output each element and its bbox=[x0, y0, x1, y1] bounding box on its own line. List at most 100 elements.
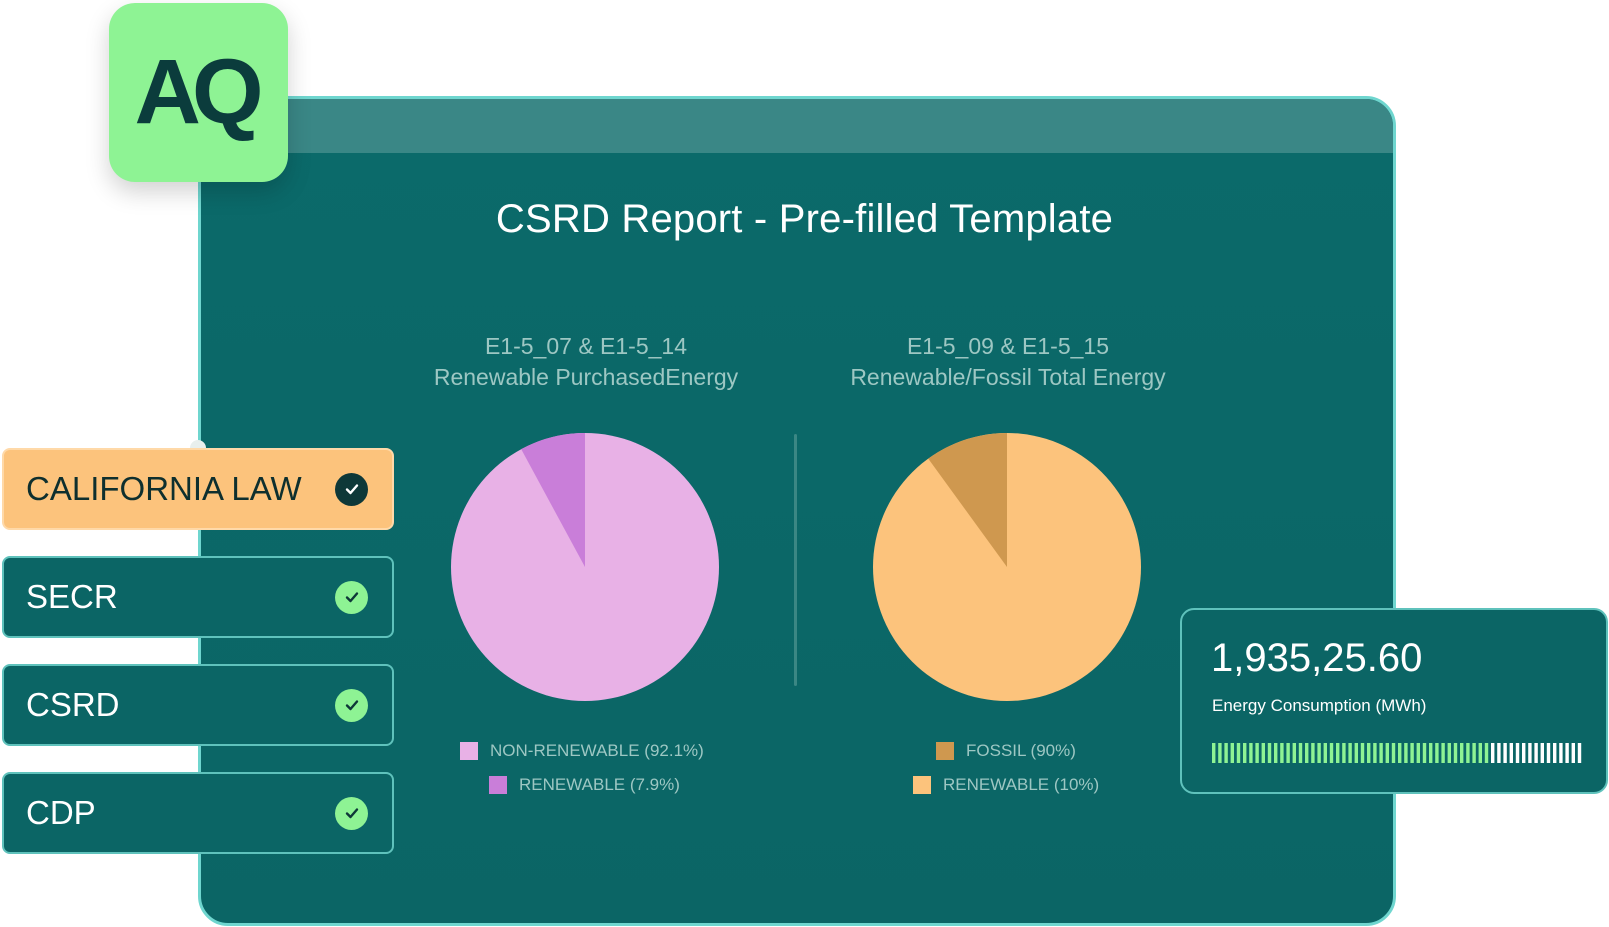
progress-tick-filled bbox=[1218, 743, 1222, 763]
pie-slice-renewable bbox=[521, 433, 585, 567]
window-title-bar bbox=[201, 99, 1393, 153]
progress-tick-filled bbox=[1354, 743, 1359, 763]
progress-tick-filled bbox=[1391, 743, 1396, 763]
progress-tick-filled bbox=[1305, 743, 1309, 763]
progress-tick-empty bbox=[1534, 743, 1538, 763]
report-window bbox=[198, 96, 1396, 926]
progress-tick-filled bbox=[1267, 743, 1272, 763]
progress-tick-filled bbox=[1379, 743, 1383, 763]
progress-tick-empty bbox=[1559, 743, 1563, 763]
progress-tick-filled bbox=[1249, 743, 1253, 763]
legend-swatch-fossil bbox=[936, 742, 954, 760]
progress-tick-filled bbox=[1348, 743, 1352, 763]
energy-consumption-card: 1,935,25.60 Energy Consumption (MWh) bbox=[1180, 608, 1608, 794]
logo-text: AQ bbox=[134, 41, 264, 143]
chart-1-title-line1: E1-5_07 & E1-5_14 bbox=[484, 333, 688, 359]
progress-tick-empty bbox=[1571, 743, 1576, 763]
legend-swatch-renewable-total bbox=[913, 776, 931, 794]
pie-chart-renewable-purchased-energy bbox=[451, 433, 719, 701]
progress-tick-filled bbox=[1404, 743, 1408, 763]
progress-tick-filled bbox=[1360, 743, 1365, 763]
legend-label-non-renewable: NON-RENEWABLE (92.1%) bbox=[490, 741, 704, 760]
tag-label-csrd: CSRD bbox=[26, 686, 120, 723]
tag-label-california-law: CALIFORNIA LAW bbox=[26, 470, 302, 507]
page-title: CSRD Report - Pre-filled Template bbox=[495, 197, 1114, 241]
progress-tick-filled bbox=[1298, 743, 1303, 763]
progress-tick-empty bbox=[1577, 743, 1582, 763]
progress-tick-empty bbox=[1503, 743, 1507, 763]
chart-divider bbox=[794, 434, 797, 686]
progress-tick-empty bbox=[1522, 743, 1526, 763]
pie-slice-fossil bbox=[928, 433, 1007, 567]
progress-tick-empty bbox=[1553, 743, 1557, 763]
check-circle-icon bbox=[335, 472, 368, 506]
tag-label-secr: SECR bbox=[26, 578, 118, 615]
check-circle-icon bbox=[335, 688, 368, 722]
progress-tick-filled bbox=[1292, 743, 1297, 763]
energy-value: 1,935,25.60 bbox=[1211, 636, 1423, 680]
progress-tick-filled bbox=[1286, 743, 1290, 763]
chart-2-heading: E1-5_09 & E1-5_15 Renewable/Fossil Total… bbox=[788, 331, 1228, 393]
legend-swatch-renewable bbox=[489, 776, 507, 794]
progress-tick-filled bbox=[1466, 743, 1470, 763]
progress-tick-filled bbox=[1447, 743, 1452, 763]
progress-tick-filled bbox=[1243, 743, 1247, 763]
progress-tick-filled bbox=[1329, 743, 1334, 763]
aq-logo: AQ bbox=[109, 3, 288, 182]
progress-tick-filled bbox=[1255, 743, 1259, 763]
progress-tick-filled bbox=[1317, 743, 1321, 763]
progress-tick-filled bbox=[1478, 743, 1483, 763]
progress-tick-filled bbox=[1230, 743, 1235, 763]
progress-tick-filled bbox=[1212, 743, 1216, 763]
progress-tick-filled bbox=[1311, 743, 1315, 763]
legend-item-renewable-total: RENEWABLE (10%) bbox=[913, 775, 1099, 795]
progress-tick-filled bbox=[1236, 743, 1241, 763]
progress-tick-filled bbox=[1484, 743, 1489, 763]
progress-tick-empty bbox=[1509, 743, 1514, 763]
progress-tick-filled bbox=[1261, 743, 1266, 763]
progress-tick-filled bbox=[1280, 743, 1284, 763]
progress-tick-filled bbox=[1385, 743, 1390, 763]
progress-tick-filled bbox=[1422, 743, 1427, 763]
chart-2-title-line2: Renewable/Fossil Total Energy bbox=[850, 364, 1166, 390]
tag-label-cdp: CDP bbox=[26, 794, 96, 831]
tag-cdp[interactable]: CDP bbox=[2, 772, 394, 854]
legend-item-non-renewable: NON-RENEWABLE (92.1%) bbox=[460, 741, 704, 761]
progress-tick-filled bbox=[1435, 743, 1439, 763]
progress-tick-empty bbox=[1497, 743, 1501, 763]
tag-secr[interactable]: SECR bbox=[2, 556, 394, 638]
chart-2-title-line1: E1-5_09 & E1-5_15 bbox=[906, 333, 1110, 359]
progress-tick-filled bbox=[1453, 743, 1458, 763]
progress-tick-empty bbox=[1515, 743, 1520, 763]
pie-chart-renewable-fossil-total-energy bbox=[873, 433, 1141, 701]
tag-california-law[interactable]: CALIFORNIA LAW bbox=[2, 448, 394, 530]
progress-tick-filled bbox=[1416, 743, 1421, 763]
progress-tick-filled bbox=[1410, 743, 1414, 763]
progress-tick-filled bbox=[1373, 743, 1377, 763]
legend-item-renewable: RENEWABLE (7.9%) bbox=[489, 775, 680, 795]
chart-1-title-line2: Renewable PurchasedEnergy bbox=[433, 364, 739, 390]
progress-tick-empty bbox=[1540, 743, 1545, 763]
progress-tick-filled bbox=[1367, 743, 1371, 763]
progress-tick-filled bbox=[1429, 743, 1433, 763]
legend-swatch-non-renewable bbox=[460, 742, 478, 760]
check-circle-icon bbox=[335, 796, 368, 830]
progress-tick-empty bbox=[1565, 743, 1569, 763]
legend-label-renewable: RENEWABLE (7.9%) bbox=[519, 775, 680, 794]
check-circle-icon bbox=[335, 580, 368, 614]
progress-tick-empty bbox=[1546, 743, 1551, 763]
progress-tick-filled bbox=[1274, 743, 1278, 763]
legend-label-fossil: FOSSIL (90%) bbox=[966, 741, 1076, 760]
legend-label-renewable-total: RENEWABLE (10%) bbox=[943, 775, 1100, 794]
energy-label: Energy Consumption (MWh) bbox=[1212, 696, 1427, 715]
progress-tick-filled bbox=[1460, 743, 1464, 763]
progress-tick-filled bbox=[1472, 743, 1476, 763]
progress-tick-filled bbox=[1224, 743, 1228, 763]
progress-tick-empty bbox=[1528, 743, 1532, 763]
progress-tick-filled bbox=[1441, 743, 1445, 763]
tag-csrd[interactable]: CSRD bbox=[2, 664, 394, 746]
progress-tick-empty bbox=[1491, 743, 1495, 763]
energy-progress-bar bbox=[1212, 743, 1582, 763]
progress-tick-filled bbox=[1398, 743, 1402, 763]
chart-1-heading: E1-5_07 & E1-5_14 Renewable PurchasedEne… bbox=[366, 331, 806, 393]
